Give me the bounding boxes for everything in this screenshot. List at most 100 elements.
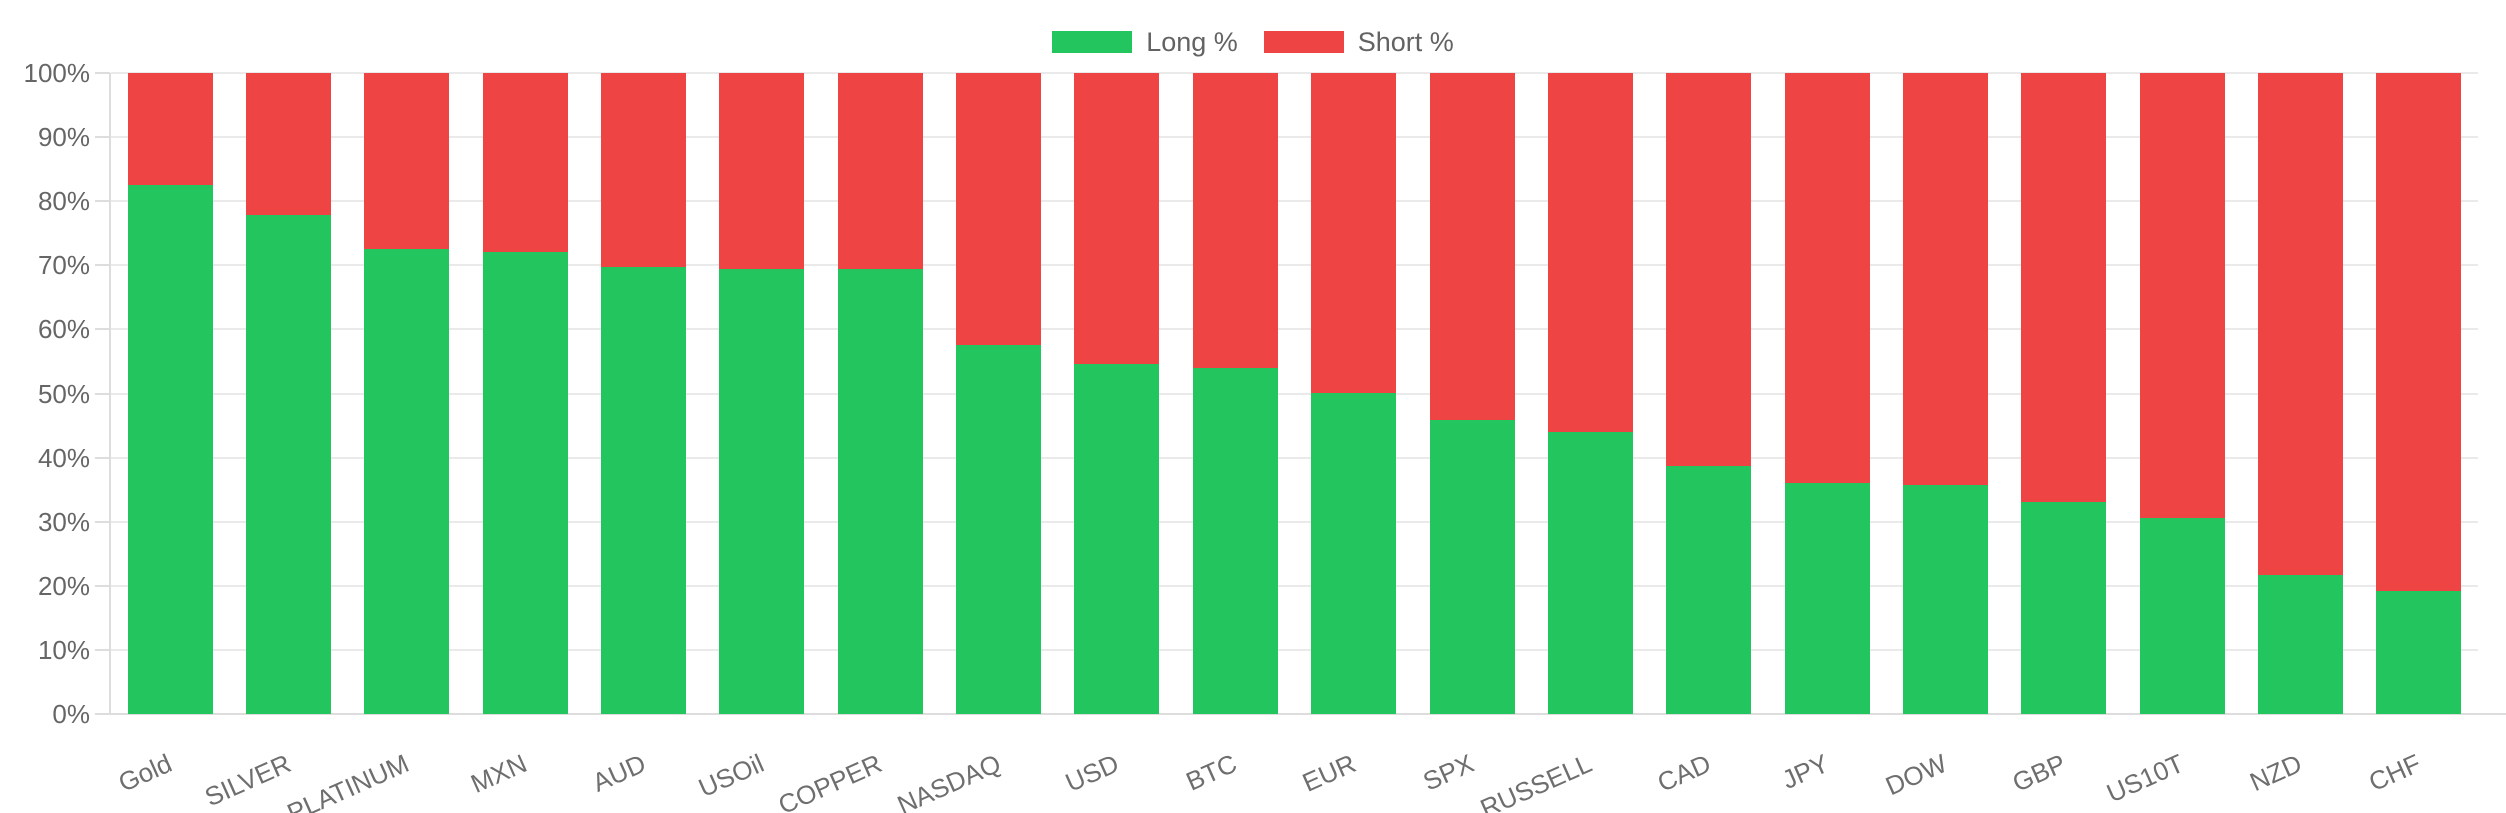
bar-chf bbox=[2376, 73, 2461, 714]
gridline-40 bbox=[111, 457, 2478, 459]
legend-item-short[interactable]: Short % bbox=[1263, 27, 1454, 57]
y-tick-label-10: 10% bbox=[37, 635, 90, 665]
bar-silver-long-segment[interactable] bbox=[246, 215, 331, 714]
bar-aud bbox=[601, 73, 686, 714]
bar-gbp-long-segment[interactable] bbox=[2021, 502, 2106, 714]
bar-us10t-long-segment[interactable] bbox=[2140, 518, 2225, 714]
bar-dow-short-segment[interactable] bbox=[1903, 73, 1988, 485]
y-tick-label-50: 50% bbox=[37, 379, 90, 409]
bar-jpy bbox=[1785, 73, 1870, 714]
bar-eur-short-segment[interactable] bbox=[1311, 73, 1396, 393]
bar-jpy-long-segment[interactable] bbox=[1785, 483, 1870, 714]
y-axis-line bbox=[109, 73, 111, 714]
bar-copper-long-segment[interactable] bbox=[838, 269, 923, 714]
bar-gold-short-segment[interactable] bbox=[128, 73, 213, 185]
y-tick-label-30: 30% bbox=[37, 507, 90, 537]
y-tick-mark-100 bbox=[95, 72, 110, 74]
bar-gbp-short-segment[interactable] bbox=[2021, 73, 2106, 502]
bar-jpy-short-segment[interactable] bbox=[1785, 73, 1870, 483]
bar-gold-long-segment[interactable] bbox=[128, 185, 213, 714]
gridline-90 bbox=[111, 136, 2478, 138]
bar-platinum-short-segment[interactable] bbox=[364, 73, 449, 249]
gridline-50 bbox=[111, 393, 2478, 395]
legend-swatch-long bbox=[1052, 31, 1133, 53]
bar-btc-long-segment[interactable] bbox=[1193, 368, 1278, 714]
legend-label-short: Short % bbox=[1357, 27, 1454, 57]
y-tick-label-80: 80% bbox=[37, 186, 90, 216]
bar-nzd-short-segment[interactable] bbox=[2258, 73, 2343, 575]
bar-aud-short-segment[interactable] bbox=[601, 73, 686, 267]
gridline-20 bbox=[111, 585, 2478, 587]
bar-mxn-long-segment[interactable] bbox=[483, 252, 568, 714]
legend-label-long: Long % bbox=[1146, 27, 1238, 57]
bar-usd bbox=[1074, 73, 1159, 714]
bar-nzd-long-segment[interactable] bbox=[2258, 575, 2343, 714]
bar-silver-short-segment[interactable] bbox=[246, 73, 331, 215]
bar-nzd bbox=[2258, 73, 2343, 714]
bar-platinum-long-segment[interactable] bbox=[364, 249, 449, 714]
bar-cad-long-segment[interactable] bbox=[1666, 466, 1751, 714]
gridline-70 bbox=[111, 264, 2478, 266]
chart-legend: Long % Short % bbox=[0, 27, 2506, 57]
bar-nasdaq-long-segment[interactable] bbox=[956, 345, 1041, 714]
bar-spx-long-segment[interactable] bbox=[1430, 420, 1515, 714]
x-axis-baseline bbox=[95, 713, 2506, 715]
bar-usd-long-segment[interactable] bbox=[1074, 364, 1159, 714]
bar-spx-short-segment[interactable] bbox=[1430, 73, 1515, 420]
bar-copper-short-segment[interactable] bbox=[838, 73, 923, 269]
y-tick-mark-20 bbox=[95, 585, 110, 587]
y-tick-mark-80 bbox=[95, 200, 110, 202]
bar-russell-short-segment[interactable] bbox=[1548, 73, 1633, 432]
gridline-10 bbox=[111, 649, 2478, 651]
y-tick-label-20: 20% bbox=[37, 571, 90, 601]
bar-nasdaq bbox=[956, 73, 1041, 714]
bar-cad bbox=[1666, 73, 1751, 714]
x-tick-label-gold: Gold bbox=[113, 748, 177, 798]
bar-cad-short-segment[interactable] bbox=[1666, 73, 1751, 466]
bar-us10t bbox=[2140, 73, 2225, 714]
bar-spx bbox=[1430, 73, 1515, 714]
bar-usoil bbox=[719, 73, 804, 714]
bar-mxn-short-segment[interactable] bbox=[483, 73, 568, 252]
bar-chf-long-segment[interactable] bbox=[2376, 591, 2461, 714]
y-tick-mark-10 bbox=[95, 649, 110, 651]
y-tick-mark-0 bbox=[95, 713, 110, 715]
gridline-60 bbox=[111, 328, 2478, 330]
bar-btc bbox=[1193, 73, 1278, 714]
bar-russell bbox=[1548, 73, 1633, 714]
bar-btc-short-segment[interactable] bbox=[1193, 73, 1278, 368]
y-tick-mark-50 bbox=[95, 393, 110, 395]
y-tick-label-40: 40% bbox=[37, 443, 90, 473]
bar-dow-long-segment[interactable] bbox=[1903, 485, 1988, 714]
gridline-80 bbox=[111, 200, 2478, 202]
y-tick-label-70: 70% bbox=[37, 250, 90, 280]
legend-item-long[interactable]: Long % bbox=[1052, 27, 1238, 57]
y-tick-mark-60 bbox=[95, 328, 110, 330]
bar-platinum bbox=[364, 73, 449, 714]
bar-us10t-short-segment[interactable] bbox=[2140, 73, 2225, 518]
bar-mxn bbox=[483, 73, 568, 714]
y-tick-label-60: 60% bbox=[37, 314, 90, 344]
bar-aud-long-segment[interactable] bbox=[601, 267, 686, 714]
bar-chf-short-segment[interactable] bbox=[2376, 73, 2461, 591]
y-tick-mark-40 bbox=[95, 457, 110, 459]
bar-usd-short-segment[interactable] bbox=[1074, 73, 1159, 364]
gridline-30 bbox=[111, 521, 2478, 523]
y-tick-mark-30 bbox=[95, 521, 110, 523]
y-tick-label-0: 0% bbox=[52, 699, 90, 729]
bar-gbp bbox=[2021, 73, 2106, 714]
bar-russell-long-segment[interactable] bbox=[1548, 432, 1633, 714]
bar-nasdaq-short-segment[interactable] bbox=[956, 73, 1041, 345]
bar-copper bbox=[838, 73, 923, 714]
bar-usoil-long-segment[interactable] bbox=[719, 269, 804, 714]
y-tick-mark-70 bbox=[95, 264, 110, 266]
y-tick-label-100: 100% bbox=[23, 58, 91, 88]
bar-usoil-short-segment[interactable] bbox=[719, 73, 804, 269]
bar-eur-long-segment[interactable] bbox=[1311, 393, 1396, 714]
legend-swatch-short bbox=[1263, 31, 1344, 53]
